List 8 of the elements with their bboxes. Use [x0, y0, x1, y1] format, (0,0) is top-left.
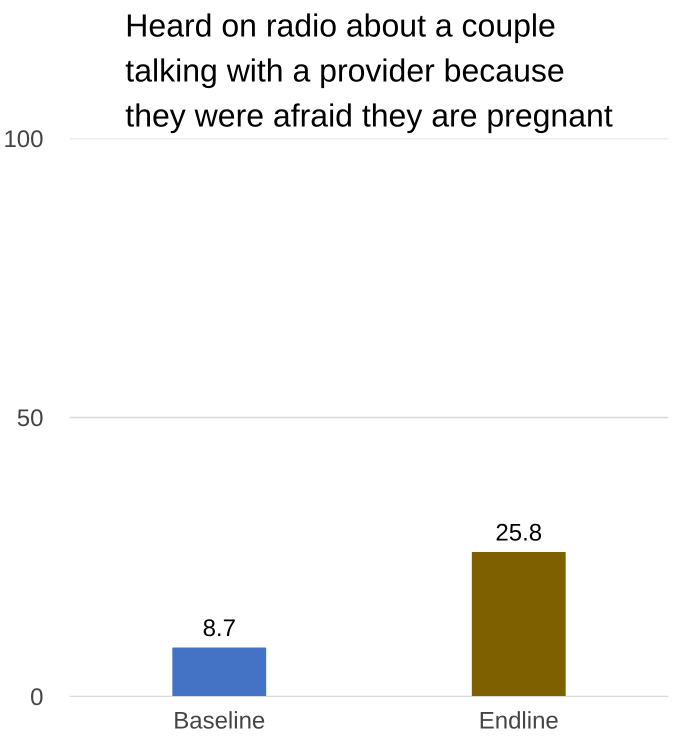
- y-tick-label: 100: [3, 126, 44, 153]
- y-tick-label: 0: [30, 684, 44, 711]
- data-label: 8.7: [202, 614, 236, 642]
- chart-title: Heard on radio about a couple talking with a provider because they were afraid they are pregnant: [125, 8, 613, 134]
- y-tick-label: 50: [16, 405, 44, 432]
- x-tick-label: Baseline: [173, 708, 266, 734]
- x-tick-label: Endline: [478, 708, 559, 734]
- data-label: 25.8: [495, 520, 542, 547]
